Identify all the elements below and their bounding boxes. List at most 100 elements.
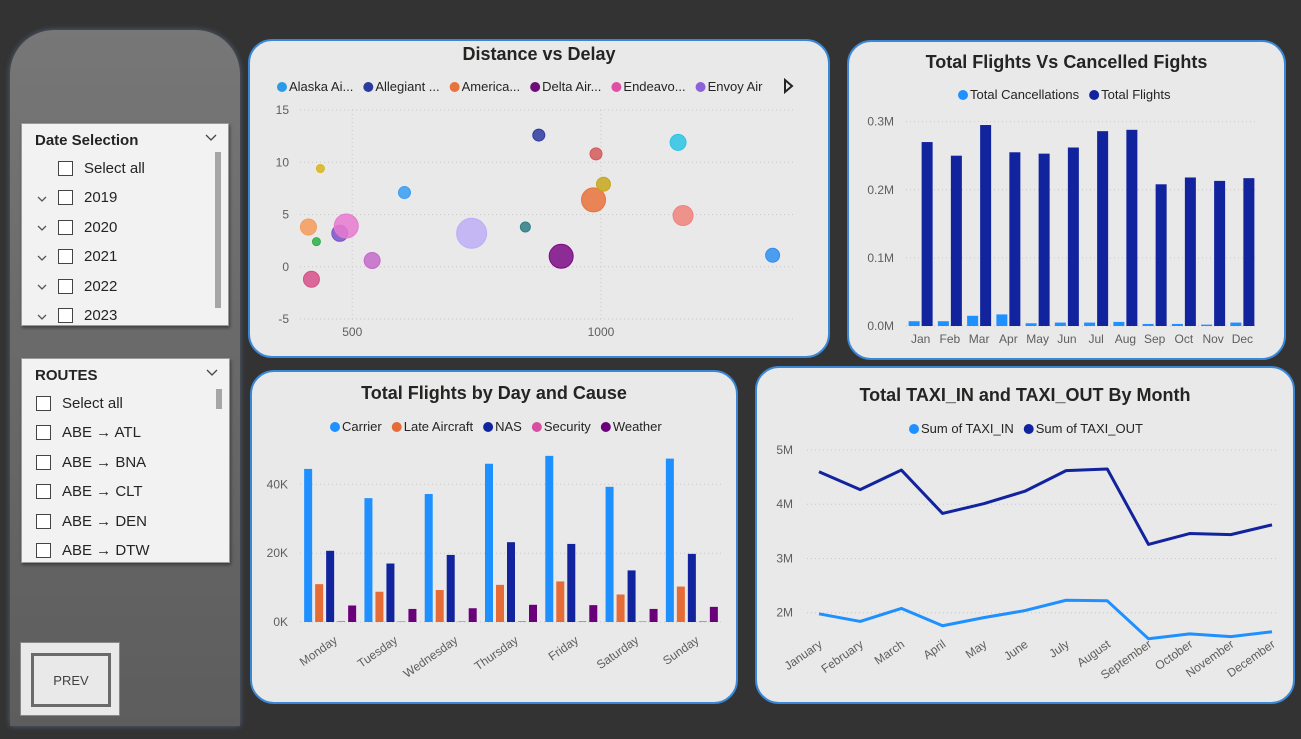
x-tick-label: 1000: [588, 325, 615, 339]
checkbox[interactable]: [58, 278, 73, 294]
date-slicer-item[interactable]: Select all: [36, 157, 145, 179]
chevron-down-icon[interactable]: [205, 365, 219, 379]
bar: [507, 542, 515, 622]
bar: [424, 494, 433, 622]
chart-title: Total TAXI_IN and TAXI_OUT By Month: [859, 385, 1191, 405]
route-slicer-item[interactable]: ABE → DTW: [36, 540, 150, 562]
expand-chevron-icon[interactable]: [36, 251, 48, 263]
y-tick-label: 5: [282, 208, 289, 222]
scatter-point: [299, 218, 317, 236]
date-slicer-item[interactable]: 2020: [36, 216, 117, 238]
x-tick-label: Aug: [1115, 332, 1136, 346]
bar: [1243, 178, 1255, 326]
x-tick-label: March: [872, 637, 907, 668]
bar: [1126, 129, 1138, 326]
expand-chevron-icon[interactable]: [36, 280, 48, 292]
bar: [556, 581, 565, 622]
date-slicer-item[interactable]: 2019: [36, 187, 117, 209]
checkbox[interactable]: [36, 543, 51, 558]
checkbox[interactable]: [58, 219, 73, 235]
route-slicer-item[interactable]: Select all: [36, 392, 123, 414]
checkbox[interactable]: [36, 484, 51, 499]
checkbox[interactable]: [36, 513, 51, 529]
scatter-point: [311, 237, 321, 247]
expand-chevron-icon[interactable]: [36, 192, 48, 204]
legend-marker: [611, 82, 622, 92]
date-slicer-scrollbar[interactable]: [215, 152, 221, 308]
y-tick-label: 20K: [267, 546, 288, 560]
routes-slicer-scrollbar[interactable]: [216, 389, 222, 409]
y-tick-label: -5: [278, 312, 289, 326]
expand-chevron-icon[interactable]: [36, 221, 48, 233]
expand-chevron-icon[interactable]: [36, 310, 48, 322]
scatter-point: [548, 243, 574, 269]
y-tick-label: 0K: [273, 615, 288, 629]
bar: [567, 543, 576, 622]
checkbox[interactable]: [58, 308, 73, 323]
y-tick-label: 0: [282, 260, 289, 274]
bar: [435, 590, 444, 622]
bar: [529, 604, 537, 622]
legend-label: Endeavo...: [623, 79, 685, 94]
date-slicer-item[interactable]: 2023: [36, 305, 118, 326]
bar: [1171, 323, 1183, 326]
checkbox[interactable]: [36, 395, 51, 411]
checkbox[interactable]: [58, 249, 73, 264]
bar: [950, 155, 962, 326]
x-tick-label: April: [921, 637, 949, 662]
x-tick-label: Apr: [999, 332, 1018, 346]
legend-label: Delta Air...: [542, 79, 601, 94]
taxi-chart: Sum of TAXI_IN Sum of TAXI_OUT 2M 3M 4M 5M Jan…: [776, 421, 1277, 682]
bar: [616, 594, 625, 622]
date-item-label: 2023: [84, 307, 118, 324]
x-tick-label: July: [1046, 637, 1072, 661]
scatter-point: [397, 186, 411, 200]
bar: [687, 553, 696, 622]
bar: [1230, 322, 1242, 326]
bar: [457, 621, 466, 622]
checkbox[interactable]: [36, 425, 51, 440]
route-slicer-item[interactable]: ABE → DEN: [36, 510, 147, 532]
chevron-down-icon[interactable]: [204, 130, 218, 144]
total-flights-card: Total Flights Vs Cancelled Fights Total …: [847, 40, 1286, 360]
y-tick-label: 4M: [776, 497, 793, 511]
play-axis-icon[interactable]: [784, 77, 794, 95]
x-tick-label: Dec: [1232, 332, 1253, 346]
chart-title: Total Flights by Day and Cause: [361, 383, 627, 403]
route-slicer-item[interactable]: ABE → CLT: [36, 481, 143, 503]
series-line: [818, 467, 1273, 546]
legend-marker: [958, 90, 968, 100]
series-line: [818, 598, 1273, 641]
x-tick-label: 500: [342, 325, 362, 339]
route-slicer-item[interactable]: ABE → ATL: [36, 422, 141, 444]
bar: [578, 621, 587, 622]
x-tick-label: June: [1001, 637, 1031, 664]
bar: [496, 584, 504, 622]
bar: [698, 621, 707, 622]
y-tick-label: 0.3M: [867, 115, 894, 129]
date-item-label: 2020: [84, 218, 118, 236]
checkbox[interactable]: [58, 160, 73, 176]
x-tick-label: Jul: [1088, 332, 1103, 346]
bar: [980, 125, 992, 326]
date-selection-slicer[interactable]: Date Selection Select all 2019 2020 2021 202…: [21, 123, 229, 326]
legend-label: Late Aircraft: [404, 419, 474, 434]
bar: [649, 608, 658, 622]
bar: [386, 563, 395, 622]
legend-label: NAS: [495, 419, 522, 434]
bar: [326, 550, 335, 622]
prev-button[interactable]: PREV: [31, 653, 111, 707]
bar: [408, 608, 417, 622]
distance-vs-delay-card: Distance vs Delay Alaska Ai... Allegiant …: [248, 39, 830, 358]
bar: [518, 621, 526, 622]
scatter-point: [765, 247, 781, 263]
legend-marker: [277, 82, 287, 92]
date-slicer-item[interactable]: 2022: [36, 275, 117, 297]
checkbox[interactable]: [58, 190, 73, 205]
prev-button-frame: PREV: [20, 642, 120, 716]
date-item-label: 2021: [84, 248, 118, 265]
date-slicer-item[interactable]: 2021: [36, 246, 117, 268]
route-slicer-item[interactable]: ABE → BNA: [36, 451, 146, 473]
checkbox[interactable]: [36, 454, 51, 470]
routes-slicer[interactable]: ROUTES Select all ABE → ATL ABE → BNA ABE →…: [21, 358, 230, 563]
